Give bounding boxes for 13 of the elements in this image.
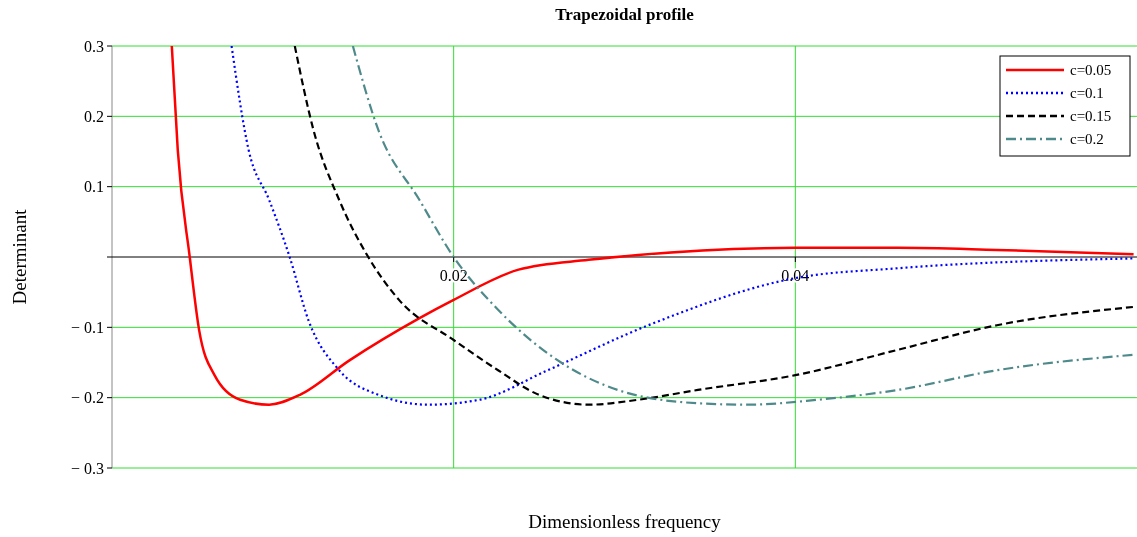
- legend-label: c=0.05: [1070, 62, 1112, 79]
- x-axis-title: Dimensionless frequency: [528, 511, 722, 532]
- y-tick-label: 0.1: [84, 178, 104, 196]
- y-tick-label: − 0.2: [70, 389, 104, 407]
- y-tick-label: − 0.3: [70, 459, 104, 477]
- legend-label: c=0.15: [1070, 108, 1112, 125]
- y-tick-label: − 0.1: [70, 318, 104, 336]
- legend-label: c=0.2: [1070, 131, 1104, 148]
- legend-label: c=0.1: [1070, 85, 1104, 102]
- chart-title: Trapezoidal profile: [555, 5, 695, 24]
- y-tick-label: 0.3: [84, 37, 104, 55]
- y-axis-title: Determinant: [9, 208, 30, 305]
- y-tick-label: 0.2: [84, 107, 104, 125]
